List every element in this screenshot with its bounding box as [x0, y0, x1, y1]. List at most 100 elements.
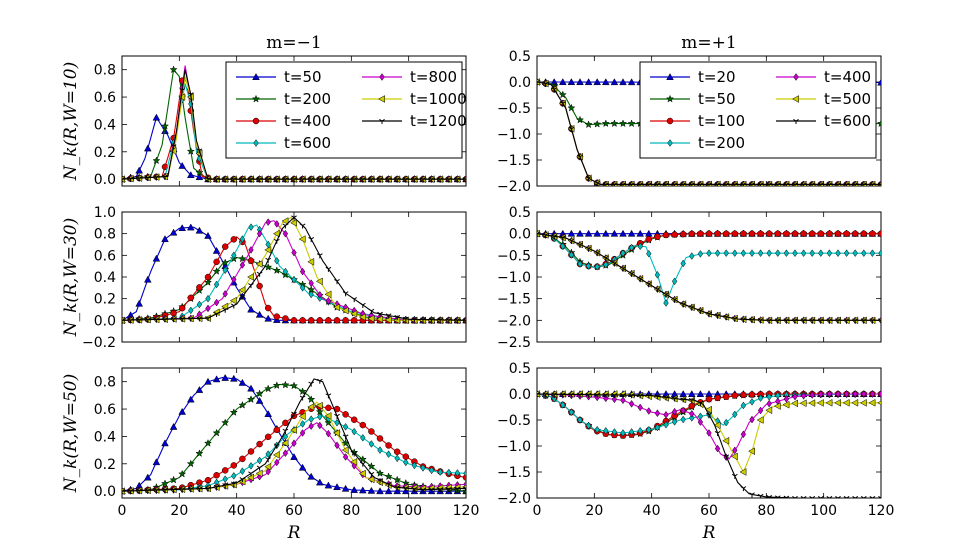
series-marker-t=1200	[377, 478, 383, 484]
series-marker-t=100	[800, 230, 807, 237]
legend-marker	[793, 73, 799, 81]
series-marker-t=400	[204, 273, 212, 281]
series-marker-t=200	[195, 168, 204, 177]
x-tick-label: 120	[453, 503, 480, 519]
y-tick-label: −1.0	[497, 439, 531, 455]
series-marker-t=1200	[377, 311, 383, 317]
series-marker-t=100	[705, 395, 713, 403]
series-marker-t=600	[680, 302, 687, 308]
series-marker-t=200	[160, 479, 170, 488]
series-marker-t=600	[774, 495, 781, 498]
series-marker-t=200	[637, 426, 643, 435]
y-tick-label: −2.0	[497, 179, 531, 195]
series-marker-t=600	[723, 454, 730, 460]
series-marker-t=1200	[299, 177, 306, 183]
series-marker-t=1200	[122, 177, 125, 183]
series-marker-t=200	[307, 395, 316, 403]
series-marker-t=600	[360, 433, 366, 442]
series-marker-t=600	[645, 393, 652, 399]
series-marker-t=1200	[342, 291, 349, 297]
series-marker-t=100	[662, 231, 670, 239]
y-axis-label: N_k(R,W=10)	[61, 62, 81, 182]
series-marker-t=1200	[368, 472, 375, 478]
series-marker-t=1200	[196, 486, 203, 492]
series-marker-t=1200	[368, 177, 375, 183]
column-title: m=−1	[266, 33, 321, 53]
y-tick-label: 0.8	[94, 375, 116, 391]
series-marker-t=1200	[334, 177, 340, 183]
series-marker-t=1200	[308, 237, 315, 243]
series-marker-t=600	[385, 450, 392, 459]
series-marker-t=800	[248, 246, 254, 254]
series-marker-t=200	[852, 249, 858, 258]
series-marker-t=200	[835, 249, 841, 258]
series-marker-t=200	[238, 400, 247, 409]
series-marker-t=600	[860, 182, 867, 186]
series-marker-t=400	[299, 317, 306, 324]
series-marker-t=400	[654, 409, 661, 418]
series-marker-t=600	[620, 266, 626, 272]
series-marker-t=1200	[256, 177, 263, 183]
series-marker-t=600	[248, 462, 254, 470]
series-marker-t=200	[178, 469, 187, 478]
series-marker-t=50	[350, 486, 359, 493]
series-marker-t=50	[161, 127, 169, 134]
series-marker-t=200	[663, 299, 669, 307]
series-marker-t=600	[585, 246, 592, 252]
series-marker-t=600	[852, 182, 859, 186]
series-marker-t=1000	[255, 260, 263, 268]
series-marker-t=200	[246, 395, 256, 403]
series-marker-t=1200	[445, 177, 452, 183]
legend-item: t=400	[776, 68, 871, 86]
series-marker-t=600	[697, 308, 704, 314]
series-marker-t=1200	[222, 483, 229, 489]
series-marker-t=400	[671, 407, 678, 416]
series-marker-t=1200	[265, 257, 272, 263]
series-marker-t=600	[860, 495, 867, 498]
series-marker-t=200	[740, 401, 747, 410]
series-marker-t=600	[809, 495, 816, 498]
series-marker-t=500	[825, 399, 833, 407]
series-marker-t=400	[663, 410, 669, 419]
series-marker-t=400	[307, 317, 315, 324]
y-tick-label: 0.0	[509, 75, 531, 91]
legend-frame	[225, 61, 463, 159]
series-marker-t=50	[255, 310, 264, 318]
series-marker-t=1200	[144, 488, 151, 494]
series-marker-t=800	[274, 458, 280, 467]
series-marker-t=400	[393, 448, 401, 455]
series-marker-t=400	[852, 390, 858, 398]
series-marker-t=50	[143, 275, 152, 283]
series-marker-t=50	[298, 463, 307, 471]
panel-m-1-W30: −0.2 0.0 0.2 0.4 0.6 0.8 1.0 N_k(R,W=30)	[61, 205, 467, 351]
series-marker-t=600	[740, 486, 747, 492]
series-marker-t=200	[637, 242, 643, 251]
series-marker-t=1200	[136, 317, 143, 323]
series-marker-t=1000	[264, 246, 272, 254]
series-marker-t=50	[264, 410, 273, 417]
series-marker-t=1200	[385, 177, 392, 183]
series-marker-t=20	[687, 390, 696, 397]
legend-label: t=600	[824, 112, 871, 130]
series-marker-t=400	[869, 390, 876, 398]
y-tick-label: 0.4	[94, 270, 116, 286]
series-marker-t=1200	[437, 487, 444, 493]
series-marker-t=1000	[367, 314, 375, 323]
series-marker-t=600	[394, 454, 400, 463]
series-marker-t=600	[594, 180, 601, 186]
series-marker-t=400	[620, 396, 626, 405]
series-marker-t=600	[663, 395, 669, 401]
legend-marker	[667, 139, 673, 147]
x-axis-label: R	[287, 523, 301, 543]
series-marker-t=200	[264, 384, 273, 393]
series-marker-t=600	[551, 392, 558, 398]
series-marker-t=1200	[437, 317, 444, 323]
series-marker-t=600	[628, 271, 635, 277]
series-marker-t=600	[878, 318, 881, 324]
legend-marker	[665, 94, 675, 103]
series-marker-t=400	[714, 444, 721, 453]
y-tick-label: −1.0	[497, 127, 531, 143]
series-marker-t=600	[611, 182, 618, 186]
series-marker-t=50	[558, 90, 567, 99]
